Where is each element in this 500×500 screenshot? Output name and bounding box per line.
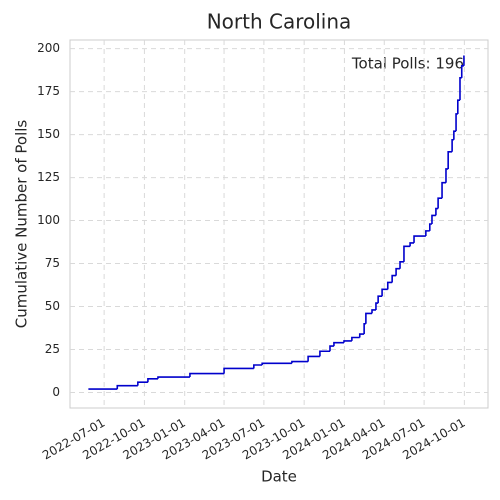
y-tick-label: 75	[45, 256, 60, 270]
step-segment	[460, 64, 464, 78]
step-segment	[386, 281, 393, 290]
step-segment	[428, 223, 432, 231]
step-segment	[371, 309, 376, 314]
step-segment	[363, 322, 366, 335]
step-segment	[333, 341, 344, 347]
step-segment	[253, 364, 263, 369]
plot-frame	[69, 39, 489, 409]
step-segment	[455, 113, 458, 132]
marks	[88, 55, 465, 390]
y-axis-label: Cumulative Number of Polls	[13, 120, 31, 329]
y-tick-label: 125	[37, 170, 60, 184]
y-tick-label: 0	[52, 385, 60, 399]
step-segment	[381, 288, 388, 297]
step-segment	[403, 245, 411, 262]
step-segment	[456, 99, 460, 114]
step-segment	[157, 376, 190, 379]
y-tick-label: 150	[37, 127, 60, 141]
step-segment	[391, 274, 397, 283]
step-segment	[431, 214, 436, 224]
y-tick-label: 25	[45, 342, 60, 356]
step-segment	[147, 377, 158, 383]
step-segment	[365, 312, 373, 324]
step-segment	[261, 362, 292, 366]
step-segment	[137, 381, 148, 386]
step-segment	[377, 295, 383, 304]
y-tick-label: 100	[37, 213, 60, 227]
step-segment	[445, 168, 449, 183]
step-segment	[459, 77, 462, 101]
step-segment	[413, 235, 426, 243]
step-segment	[329, 345, 334, 352]
step-segment	[358, 333, 365, 338]
step-segment	[395, 267, 401, 276]
step-segment	[441, 181, 446, 199]
x-axis-label: Date	[261, 468, 297, 486]
step-segment	[351, 336, 360, 341]
step-segment	[291, 360, 309, 364]
step-segment	[447, 150, 453, 169]
step-segment	[453, 130, 457, 140]
step-segment	[116, 384, 138, 390]
step-segment	[307, 355, 320, 362]
chart-title: North Carolina	[207, 10, 352, 34]
step-segment	[399, 261, 404, 269]
step-segment	[343, 340, 352, 343]
step-segment	[435, 207, 439, 216]
step-segment	[451, 138, 454, 152]
step-segment	[319, 350, 330, 357]
step-segment	[189, 372, 225, 378]
grid	[70, 40, 488, 408]
y-tick-label: 175	[37, 84, 60, 98]
step-segment	[223, 367, 254, 374]
annotation: Total Polls: 196	[351, 55, 464, 73]
step-segment	[425, 230, 430, 237]
y-tick-label: 50	[45, 299, 60, 313]
step-segment	[437, 197, 443, 209]
step-segment	[375, 302, 379, 310]
y-tick-label: 200	[37, 41, 60, 55]
step-segment	[409, 242, 415, 247]
